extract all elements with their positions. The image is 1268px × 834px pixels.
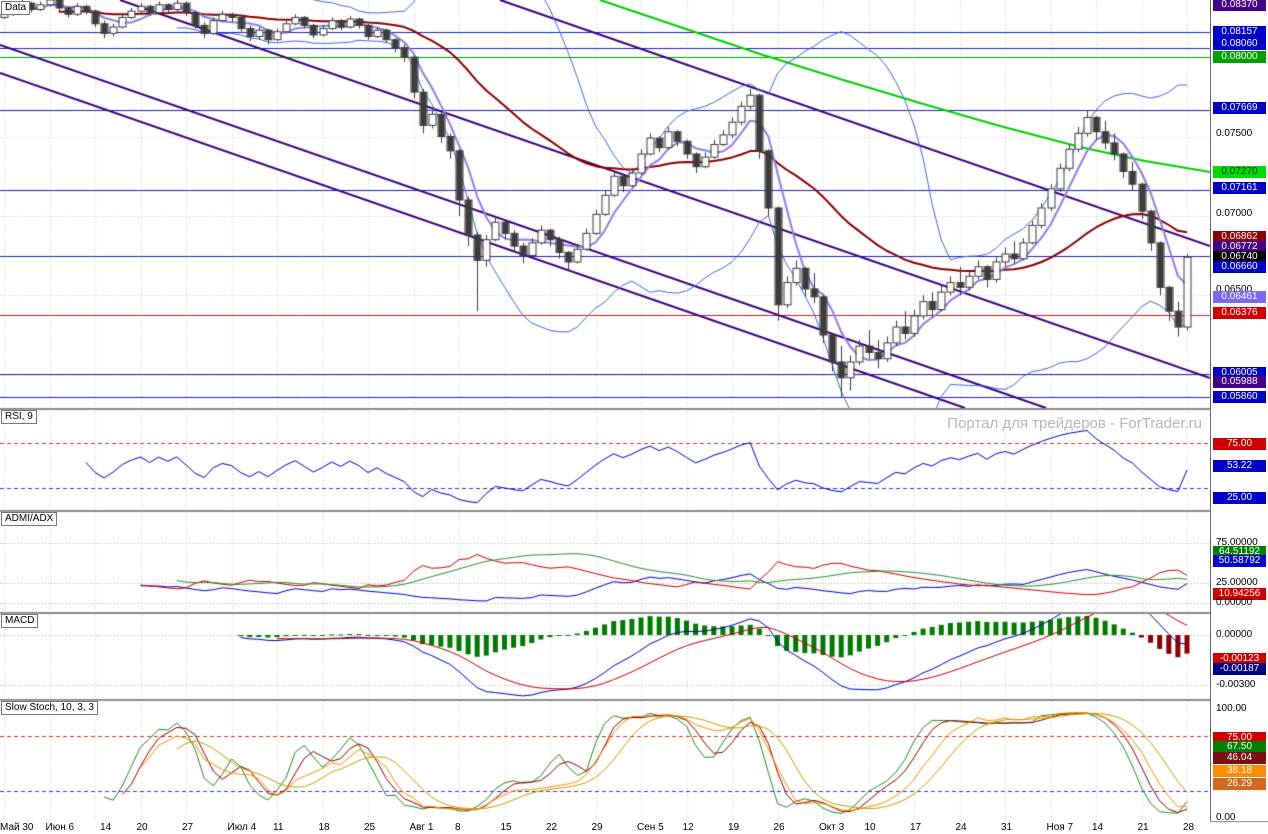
price-value-chip: 0.08000: [1213, 51, 1266, 63]
panel-label-macd: MACD: [1, 614, 39, 628]
date-label: 22: [546, 822, 558, 833]
date-label: 31: [1001, 822, 1013, 833]
price-value-chip: 0.05988: [1213, 376, 1266, 388]
date-label: 20: [136, 822, 148, 833]
date-label: 17: [910, 822, 922, 833]
date-label: 29: [591, 822, 603, 833]
price-value-chip: 0.06862: [1213, 231, 1266, 243]
panel-label-data: Data: [1, 1, 31, 15]
price-value-chip: 67.50: [1213, 741, 1266, 753]
date-label: 19: [728, 822, 740, 833]
time-axis[interactable]: Май 30 Июн 6 14 20 27 Июл 4 11 18 25 Авг 1 8 15 22 29…: [0, 820, 1210, 834]
date-label: 24: [955, 822, 967, 833]
price-value-chip: 0.08157: [1213, 26, 1266, 38]
price-value-chip: 0.08060: [1213, 38, 1266, 50]
date-label: 11: [273, 822, 284, 833]
date-label: Сен 5: [637, 822, 664, 833]
panel-label-rsi: RSI, 9: [1, 410, 37, 424]
price-value-chip: 0.06461: [1213, 291, 1266, 303]
price-value-chip: 0.06772: [1213, 241, 1266, 253]
price-value-chip: 25.00: [1213, 492, 1266, 504]
price-value-chip: 46.04: [1213, 752, 1266, 764]
price-value-chip: 10.94256: [1213, 588, 1266, 600]
date-label: 18: [318, 822, 330, 833]
date-label: Июн 6: [45, 822, 75, 833]
price-value-chip: 50.58792: [1213, 555, 1266, 567]
date-label: 26: [773, 822, 785, 833]
scale-tick-label: 0.00: [1216, 812, 1236, 823]
date-label: Авг 1: [409, 822, 434, 833]
price-value-chip: 0.07270: [1213, 166, 1266, 178]
date-label: Окт 3: [819, 822, 845, 833]
date-label: 12: [682, 822, 694, 833]
date-label: 14: [1092, 822, 1104, 833]
price-value-chip: 0.07669: [1213, 102, 1266, 114]
date-label: 8: [455, 822, 461, 833]
scale-tick-label: 100.00: [1216, 703, 1247, 714]
date-label: Ноя 7: [1046, 822, 1074, 833]
price-value-chip: 0.07161: [1213, 182, 1266, 194]
date-label: 28: [1183, 822, 1195, 833]
price-value-chip: 0.06376: [1213, 307, 1266, 319]
price-value-chip: 38.18: [1213, 765, 1266, 777]
scale-tick-label: 25.00000: [1216, 577, 1258, 588]
price-value-chip: 0.08370: [1213, 0, 1266, 11]
price-scale[interactable]: 0.08370 0.08157 0.08060 0.08000 0.07669 0.075…: [1210, 0, 1268, 823]
date-label: 25: [364, 822, 376, 833]
date-label: Июл 4: [227, 822, 257, 833]
scale-tick-label: 0.00000: [1216, 629, 1253, 640]
scale-tick-label: -0.00300: [1216, 679, 1256, 690]
scale-tick-label: 0.07000: [1216, 208, 1253, 219]
scale-tick-label: 0.06500: [1216, 284, 1253, 295]
price-value-chip: 75.00: [1213, 438, 1266, 450]
price-value-chip: 0.06740: [1213, 251, 1266, 263]
scale-tick-label: 75.00000: [1216, 537, 1258, 548]
date-label: 14: [100, 822, 112, 833]
price-value-chip: 0.05860: [1213, 391, 1266, 403]
date-label: 10: [864, 822, 876, 833]
date-label: 27: [182, 822, 194, 833]
date-label: Май 30: [0, 822, 34, 833]
price-value-chip: -0.00187: [1213, 663, 1266, 675]
panel-label-stoch: Slow Stoch, 10, 3, 3: [1, 701, 98, 715]
price-value-chip: 53.22: [1213, 460, 1266, 472]
price-value-chip: -0.00123: [1213, 653, 1266, 665]
price-value-chip: 0.06660: [1213, 261, 1266, 273]
scale-tick-label: 0.00000: [1216, 597, 1253, 608]
date-label: 21: [1137, 822, 1149, 833]
date-label: 15: [500, 822, 512, 833]
panel-label-adx: ADMI/ADX: [1, 512, 58, 526]
price-value-chip: 26.29: [1213, 778, 1266, 790]
scale-tick-label: 0.07500: [1216, 128, 1253, 139]
